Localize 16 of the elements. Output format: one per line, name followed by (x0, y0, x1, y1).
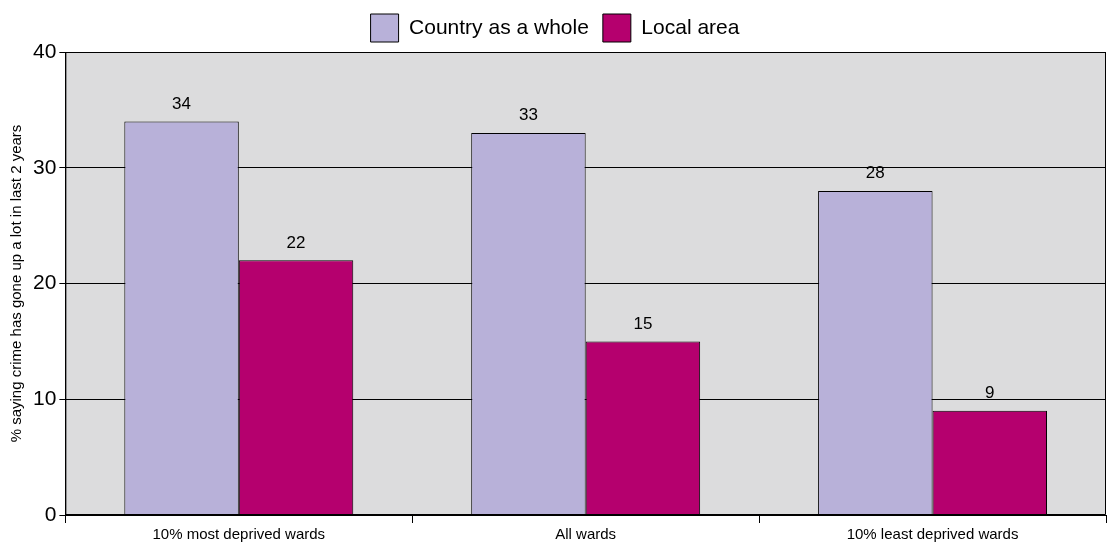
data-label: 34 (172, 93, 192, 113)
data-label: 22 (286, 232, 306, 252)
data-label: 15 (633, 313, 653, 333)
data-label: 33 (518, 105, 538, 125)
y-tick-label: 0 (44, 501, 57, 525)
y-tick-label: 30 (33, 154, 57, 178)
data-label: 9 (985, 383, 995, 403)
x-tick-label: 10% least deprived wards (846, 525, 1019, 543)
x-tick-label: 10% most deprived wards (152, 525, 326, 543)
y-tick-label: 20 (33, 270, 57, 294)
x-tick-label: All wards (555, 525, 617, 543)
y-axis-title: % saying crime has gone up a lot in last 2 years (7, 124, 25, 443)
y-tick-label: 40 (33, 38, 57, 62)
y-tick-label: 10 (33, 386, 57, 410)
legend-label: Country as a whole (409, 14, 589, 38)
legend-label: Local area (641, 14, 740, 38)
